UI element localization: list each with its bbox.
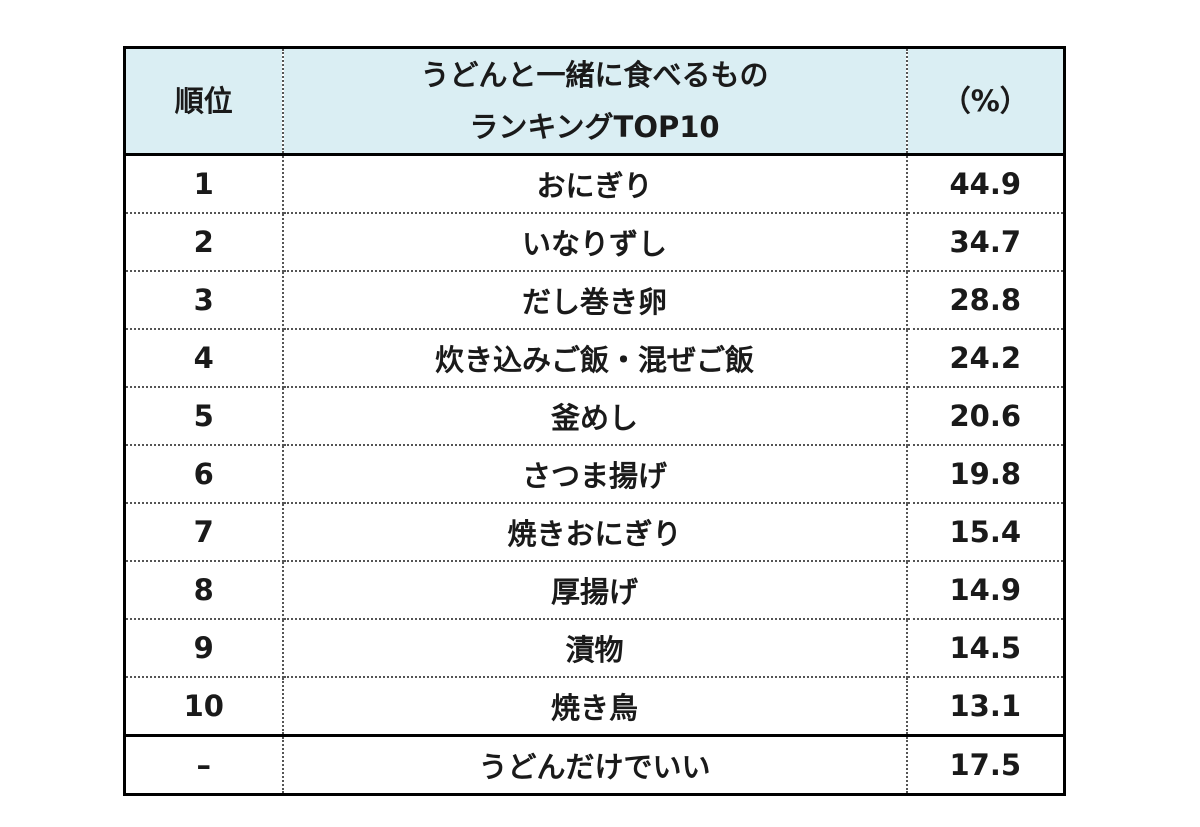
header-percent: （%） [905, 47, 1065, 155]
cell-rank: 6 [124, 445, 284, 504]
cell-value: 14.9 [905, 561, 1065, 620]
table-row: 9 漬物 14.5 [124, 619, 1065, 678]
cell-item: いなりずし [281, 213, 908, 272]
cell-item: 焼き鳥 [281, 677, 908, 737]
header-item-line-2: ランキングTOP10 [469, 110, 720, 144]
cell-rank: 9 [124, 619, 284, 678]
cell-value: 17.5 [905, 734, 1065, 795]
table-row: 1 おにぎり 44.9 [124, 154, 1065, 214]
cell-rank: 2 [124, 213, 284, 272]
cell-rank: 10 [124, 677, 284, 737]
table-row: 4 炊き込みご飯・混ぜご飯 24.2 [124, 329, 1065, 388]
header-row: 順位 うどんと一緒に食べるもの ランキングTOP10 （%） [124, 47, 1065, 155]
table-row: 5 釜めし 20.6 [124, 387, 1065, 446]
table-row: 8 厚揚げ 14.9 [124, 561, 1065, 620]
header-item-line-1: うどんと一緒に食べるもの [420, 58, 769, 92]
cell-value: 28.8 [905, 271, 1065, 330]
cell-item: 漬物 [281, 619, 908, 678]
cell-rank: 5 [124, 387, 284, 446]
cell-value: 19.8 [905, 445, 1065, 504]
ranking-table: 順位 うどんと一緒に食べるもの ランキングTOP10 （%） 1 おにぎり 44.9… [123, 46, 1066, 796]
cell-value: 44.9 [905, 154, 1065, 214]
cell-item: 炊き込みご飯・混ぜご飯 [281, 329, 908, 388]
cell-rank: 8 [124, 561, 284, 620]
table-row: 2 いなりずし 34.7 [124, 213, 1065, 272]
table-row: 10 焼き鳥 13.1 [124, 677, 1065, 737]
header-rank: 順位 [124, 47, 284, 155]
cell-rank: – [124, 734, 284, 795]
cell-rank: 7 [124, 503, 284, 562]
table-row: 6 さつま揚げ 19.8 [124, 445, 1065, 504]
cell-value: 13.1 [905, 677, 1065, 737]
header-item: うどんと一緒に食べるもの ランキングTOP10 [281, 47, 908, 155]
cell-value: 34.7 [905, 213, 1065, 272]
cell-value: 20.6 [905, 387, 1065, 446]
cell-item: 焼きおにぎり [281, 503, 908, 562]
table-row: 3 だし巻き卵 28.8 [124, 271, 1065, 330]
cell-rank: 3 [124, 271, 284, 330]
cell-item: うどんだけでいい [281, 734, 908, 795]
cell-rank: 1 [124, 154, 284, 214]
table-row-extra: – うどんだけでいい 17.5 [124, 734, 1065, 795]
cell-rank: 4 [124, 329, 284, 388]
table-body: 1 おにぎり 44.9 2 いなりずし 34.7 3 だし巻き卵 28.8 4 炊き込みご飯・混ぜご… [124, 154, 1065, 795]
cell-item: 釜めし [281, 387, 908, 446]
cell-value: 14.5 [905, 619, 1065, 678]
cell-item: だし巻き卵 [281, 271, 908, 330]
table-row: 7 焼きおにぎり 15.4 [124, 503, 1065, 562]
table-header: 順位 うどんと一緒に食べるもの ランキングTOP10 （%） [124, 47, 1065, 155]
cell-item: さつま揚げ [281, 445, 908, 504]
cell-item: 厚揚げ [281, 561, 908, 620]
cell-value: 15.4 [905, 503, 1065, 562]
cell-item: おにぎり [281, 154, 908, 214]
cell-value: 24.2 [905, 329, 1065, 388]
